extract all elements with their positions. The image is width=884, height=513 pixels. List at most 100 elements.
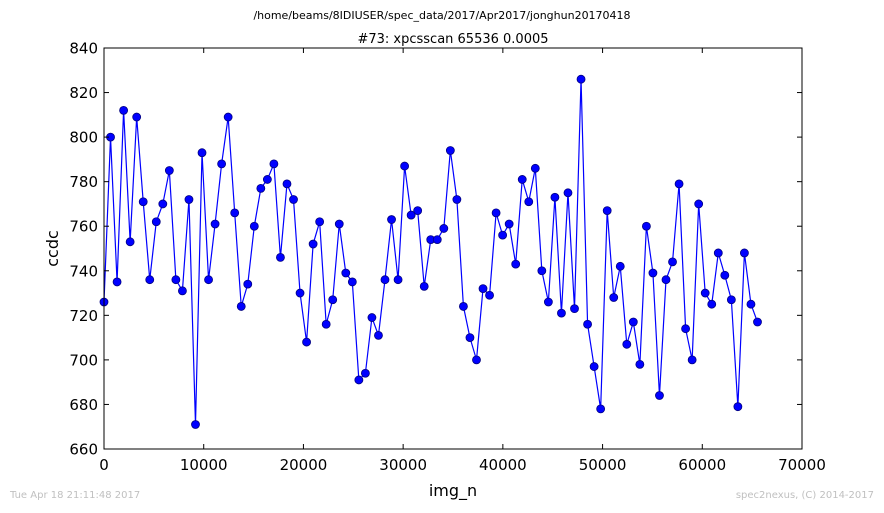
data-point xyxy=(387,215,396,224)
data-point xyxy=(452,195,462,204)
data-point xyxy=(576,74,586,84)
data-point xyxy=(694,199,704,209)
axes-frame xyxy=(103,47,803,450)
y-tick-label: 820 xyxy=(69,84,98,102)
data-point xyxy=(328,295,338,305)
file-path-title: /home/beams/8IDIUSER/spec_data/2017/Apr2… xyxy=(253,9,630,22)
data-point xyxy=(341,268,351,278)
y-tick-label: 740 xyxy=(69,262,98,280)
data-point xyxy=(589,362,599,371)
data-point xyxy=(380,275,390,285)
data-point xyxy=(543,297,553,307)
data-point xyxy=(138,197,148,207)
data-point xyxy=(537,266,547,276)
data-point xyxy=(315,217,325,227)
data-point xyxy=(557,308,566,318)
data-point xyxy=(498,230,508,240)
data-point xyxy=(276,253,285,262)
data-point xyxy=(223,112,233,122)
data-point xyxy=(419,281,429,291)
data-point xyxy=(191,420,200,429)
data-point xyxy=(112,277,122,287)
data-point xyxy=(125,237,135,247)
data-point xyxy=(445,146,455,155)
data-point xyxy=(746,299,756,309)
data-point xyxy=(439,224,449,233)
data-point xyxy=(615,261,625,271)
data-point xyxy=(393,275,403,285)
data-point xyxy=(517,175,527,184)
y-tick-label: 720 xyxy=(69,307,98,325)
data-point xyxy=(720,270,730,280)
data-point xyxy=(635,359,645,369)
data-point xyxy=(687,355,697,365)
data-point xyxy=(151,217,161,227)
data-point xyxy=(236,302,246,311)
y-axis-label: ccdc xyxy=(43,230,62,267)
data-point xyxy=(432,235,442,244)
data-point xyxy=(563,188,573,198)
y-axis-ticks: 660 680 700 720 740 760 780 800 820 840 xyxy=(69,40,802,459)
x-tick-label: 0 xyxy=(99,456,109,474)
data-point xyxy=(321,319,331,329)
data-point xyxy=(478,284,488,294)
data-point xyxy=(459,302,468,311)
data-point xyxy=(511,259,521,269)
footer-timestamp: Tue Apr 18 21:11:48 2017 xyxy=(9,490,140,501)
y-tick-label: 700 xyxy=(69,351,98,369)
data-point xyxy=(289,195,298,204)
y-tick-label: 800 xyxy=(69,129,98,147)
scan-title: #73: xpcsscan 65536 0.0005 xyxy=(357,32,548,47)
data-point xyxy=(400,161,410,171)
data-point xyxy=(504,219,514,229)
data-point xyxy=(204,275,213,285)
data-point xyxy=(197,148,207,158)
data-point xyxy=(334,219,344,229)
x-tick-label: 40000 xyxy=(479,456,527,474)
data-point xyxy=(256,183,266,193)
data-point xyxy=(655,391,664,400)
data-point xyxy=(642,221,651,231)
data-point xyxy=(158,199,168,209)
data-point xyxy=(354,375,364,385)
data-point xyxy=(217,159,227,169)
y-tick-label: 840 xyxy=(69,40,98,58)
data-point xyxy=(622,339,632,349)
data-point xyxy=(367,313,377,322)
data-point xyxy=(184,195,194,204)
data-point xyxy=(726,295,736,305)
y-tick-label: 680 xyxy=(69,396,98,414)
plot-area xyxy=(99,74,762,429)
data-point xyxy=(302,337,311,347)
data-point xyxy=(119,105,128,115)
data-point xyxy=(210,219,220,229)
data-point xyxy=(347,277,357,287)
data-point xyxy=(602,206,612,216)
data-point xyxy=(668,257,677,267)
data-point xyxy=(753,317,762,327)
y-tick-label: 780 xyxy=(69,173,98,191)
data-point xyxy=(524,197,534,207)
data-point xyxy=(308,239,318,249)
x-tick-label: 70000 xyxy=(778,456,826,474)
data-point xyxy=(374,330,383,340)
data-point xyxy=(583,319,592,329)
data-point xyxy=(230,208,240,218)
footer-credit: spec2nexus, (C) 2014-2017 xyxy=(736,490,874,501)
data-point xyxy=(171,275,181,285)
data-point xyxy=(406,210,416,220)
data-point xyxy=(550,192,560,202)
data-point xyxy=(485,290,494,300)
data-point xyxy=(628,317,638,327)
data-point xyxy=(740,248,749,258)
x-tick-label: 20000 xyxy=(280,456,328,474)
data-point xyxy=(178,286,187,296)
data-point xyxy=(282,179,292,189)
x-axis-label: img_n xyxy=(429,481,477,501)
x-tick-label: 10000 xyxy=(180,456,228,474)
x-tick-label: 50000 xyxy=(579,456,627,474)
x-tick-label: 30000 xyxy=(379,456,427,474)
data-point xyxy=(262,175,272,184)
